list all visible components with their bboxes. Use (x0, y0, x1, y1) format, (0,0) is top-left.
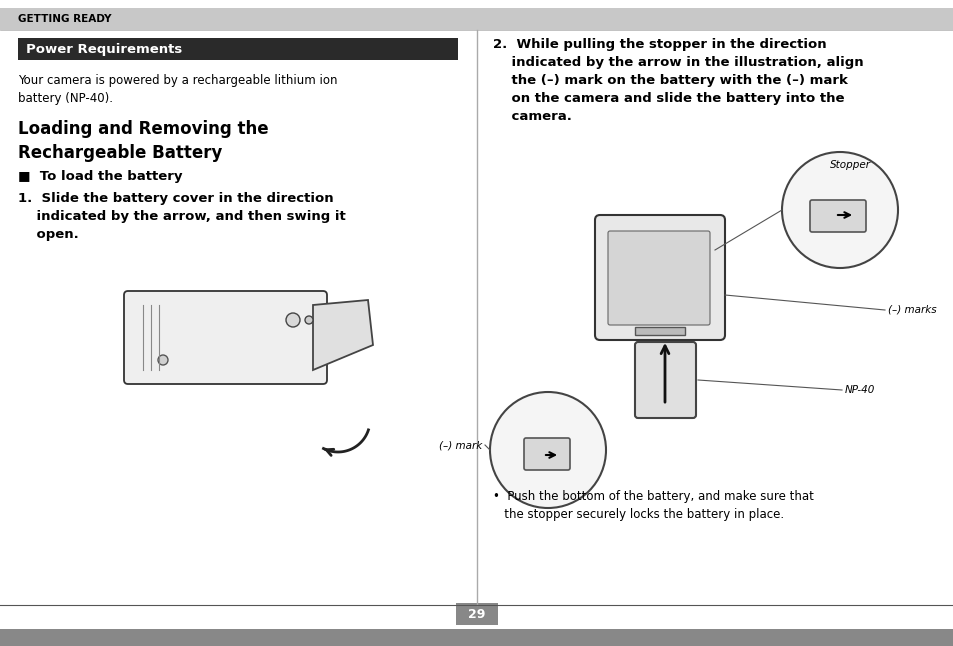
Bar (18, 38, 457, 60)
Text: 1.  Slide the battery cover in the direction
    indicated by the arrow, and the: 1. Slide the battery cover in the direct… (18, 192, 345, 241)
Bar (0, 629, 953, 646)
FancyBboxPatch shape (124, 291, 327, 384)
Text: (–) marks: (–) marks (887, 305, 936, 315)
Circle shape (490, 392, 605, 508)
FancyBboxPatch shape (607, 231, 709, 325)
Text: 2.  While pulling the stopper in the direction
    indicated by the arrow in the: 2. While pulling the stopper in the dire… (493, 38, 862, 123)
Circle shape (305, 316, 313, 324)
Circle shape (781, 152, 897, 268)
Text: Stopper: Stopper (828, 160, 869, 170)
Text: Power Requirements: Power Requirements (26, 43, 182, 56)
FancyBboxPatch shape (635, 342, 696, 418)
Text: (–) mark: (–) mark (438, 440, 481, 450)
Text: •  Push the bottom of the battery, and make sure that
   the stopper securely lo: • Push the bottom of the battery, and ma… (493, 490, 813, 521)
Bar (456, 603, 497, 625)
FancyBboxPatch shape (595, 215, 724, 340)
Text: NP-40: NP-40 (844, 385, 875, 395)
Polygon shape (313, 300, 373, 370)
FancyBboxPatch shape (523, 438, 569, 470)
FancyBboxPatch shape (809, 200, 865, 232)
Circle shape (158, 355, 168, 365)
Bar (635, 327, 684, 335)
Circle shape (286, 313, 299, 327)
Text: Your camera is powered by a rechargeable lithium ion
battery (NP-40).: Your camera is powered by a rechargeable… (18, 74, 337, 105)
Bar (0, 8, 953, 30)
Text: ■  To load the battery: ■ To load the battery (18, 170, 182, 183)
Text: GETTING READY: GETTING READY (18, 14, 112, 24)
Text: 29: 29 (468, 607, 485, 621)
Text: Loading and Removing the
Rechargeable Battery: Loading and Removing the Rechargeable Ba… (18, 120, 269, 162)
